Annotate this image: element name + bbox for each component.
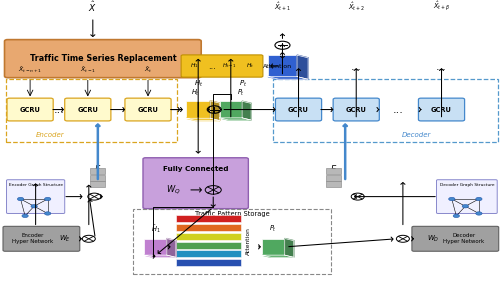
Polygon shape xyxy=(210,101,219,121)
FancyBboxPatch shape xyxy=(143,158,248,209)
Bar xyxy=(90,175,105,180)
Text: $\hat{X}_{t+\beta}$: $\hat{X}_{t+\beta}$ xyxy=(432,0,449,13)
FancyBboxPatch shape xyxy=(7,98,53,121)
Bar xyxy=(186,101,210,118)
Text: $\hat{X}_t$: $\hat{X}_t$ xyxy=(143,64,152,75)
FancyBboxPatch shape xyxy=(436,180,496,213)
Polygon shape xyxy=(241,101,250,120)
Text: ...: ... xyxy=(54,105,65,115)
Text: E: E xyxy=(95,165,100,174)
Text: $\hat{X}$: $\hat{X}$ xyxy=(88,0,97,15)
FancyBboxPatch shape xyxy=(181,55,263,77)
Text: Decoder Graph Structure: Decoder Graph Structure xyxy=(439,183,493,187)
Bar xyxy=(175,215,240,222)
Text: $\hat{X}_{t+2}$: $\hat{X}_{t+2}$ xyxy=(347,1,364,13)
Circle shape xyxy=(31,205,37,208)
Circle shape xyxy=(461,205,467,208)
FancyBboxPatch shape xyxy=(411,226,497,251)
FancyBboxPatch shape xyxy=(3,226,80,251)
Text: Decoder
Hyper Network: Decoder Hyper Network xyxy=(442,233,484,244)
Bar xyxy=(175,259,240,266)
Bar xyxy=(6,79,176,142)
Text: $\bar{H}_1$: $\bar{H}_1$ xyxy=(150,223,160,235)
Text: GCRU: GCRU xyxy=(77,107,98,113)
Bar xyxy=(262,239,284,255)
Circle shape xyxy=(475,197,481,201)
FancyBboxPatch shape xyxy=(333,98,379,121)
Text: ...: ... xyxy=(392,105,402,115)
Circle shape xyxy=(45,197,51,201)
Polygon shape xyxy=(166,239,175,257)
Text: ...: ... xyxy=(208,62,216,70)
Text: $W_D$: $W_D$ xyxy=(426,234,438,244)
Text: $\hat{X}_{t+1}$: $\hat{X}_{t+1}$ xyxy=(274,1,291,13)
FancyBboxPatch shape xyxy=(125,98,171,121)
FancyBboxPatch shape xyxy=(5,40,201,78)
Bar xyxy=(326,168,341,174)
Bar xyxy=(90,181,105,187)
Text: GCRU: GCRU xyxy=(345,107,366,113)
Bar xyxy=(175,233,240,240)
Bar xyxy=(326,181,341,187)
Text: Traffic Pattern Storage: Traffic Pattern Storage xyxy=(194,211,269,217)
Polygon shape xyxy=(186,118,219,121)
Text: GCRU: GCRU xyxy=(137,107,158,113)
Text: E: E xyxy=(330,165,336,174)
Polygon shape xyxy=(262,255,293,257)
Circle shape xyxy=(475,212,481,215)
Text: GCRU: GCRU xyxy=(20,107,41,113)
FancyBboxPatch shape xyxy=(418,98,463,121)
Text: $W_Q$: $W_Q$ xyxy=(165,184,180,196)
Circle shape xyxy=(18,197,24,201)
Text: $\hat{X}_{t-1}$: $\hat{X}_{t-1}$ xyxy=(80,64,96,75)
Polygon shape xyxy=(268,77,308,79)
Text: ...: ... xyxy=(350,62,361,72)
Bar xyxy=(273,79,497,142)
Bar xyxy=(326,175,341,180)
Text: Attention: Attention xyxy=(245,227,250,255)
Text: Encoder Graph Structure: Encoder Graph Structure xyxy=(9,183,63,187)
Text: $H_1$: $H_1$ xyxy=(189,62,198,70)
Circle shape xyxy=(45,212,51,215)
Bar xyxy=(144,239,166,255)
Polygon shape xyxy=(297,55,308,79)
Text: $P_t$: $P_t$ xyxy=(236,88,244,98)
Bar xyxy=(90,168,105,174)
Bar xyxy=(175,251,240,257)
Text: Fully Connected: Fully Connected xyxy=(163,166,228,172)
Text: $\hat{X}_{t-n+1}$: $\hat{X}_{t-n+1}$ xyxy=(18,64,42,75)
Text: Attention: Attention xyxy=(263,64,292,68)
Text: $H_{t-1}$: $H_{t-1}$ xyxy=(221,62,236,70)
Text: $H_t$: $H_t$ xyxy=(191,88,200,98)
Circle shape xyxy=(22,214,28,217)
Text: $P_t$: $P_t$ xyxy=(269,224,277,234)
Text: $W_E$: $W_E$ xyxy=(59,234,71,244)
Circle shape xyxy=(448,197,454,201)
Text: Decoder: Decoder xyxy=(401,132,430,138)
Polygon shape xyxy=(219,118,250,120)
Text: $P_t$: $P_t$ xyxy=(238,79,247,89)
Text: Encoder: Encoder xyxy=(36,132,64,138)
Bar xyxy=(219,101,241,118)
Text: Traffic Time Series Replacement: Traffic Time Series Replacement xyxy=(30,54,176,63)
Circle shape xyxy=(452,214,458,217)
Text: $H_t$: $H_t$ xyxy=(245,62,254,70)
Text: $H_t$: $H_t$ xyxy=(193,79,202,89)
Bar xyxy=(268,55,297,77)
Text: GCRU: GCRU xyxy=(288,107,308,113)
FancyBboxPatch shape xyxy=(65,98,111,121)
Polygon shape xyxy=(284,239,293,257)
Text: Encoder
Hyper Network: Encoder Hyper Network xyxy=(12,233,53,244)
Text: GCRU: GCRU xyxy=(430,107,451,113)
FancyBboxPatch shape xyxy=(275,98,321,121)
Bar xyxy=(175,224,240,231)
FancyBboxPatch shape xyxy=(7,180,65,213)
Bar xyxy=(133,209,331,274)
Polygon shape xyxy=(144,255,175,257)
Bar xyxy=(175,242,240,249)
Text: ...: ... xyxy=(435,62,446,72)
